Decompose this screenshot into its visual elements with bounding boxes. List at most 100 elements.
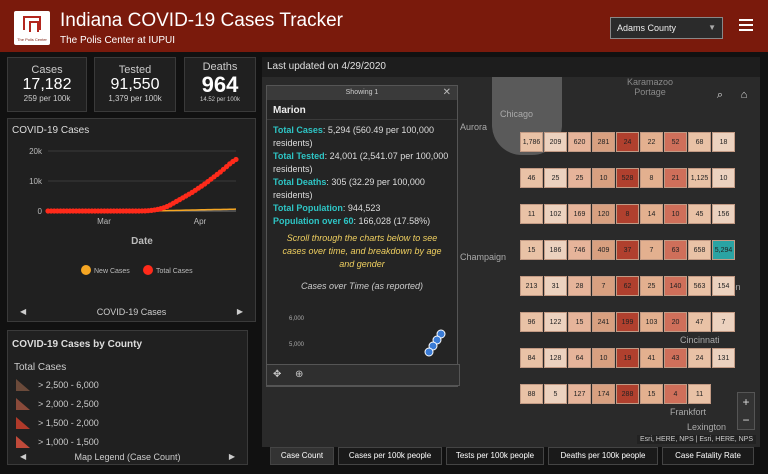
- county-cell[interactable]: 199: [616, 312, 639, 332]
- county-cell[interactable]: 62: [616, 276, 639, 296]
- county-cell[interactable]: 45: [688, 204, 711, 224]
- pager-prev-icon[interactable]: ◀: [20, 307, 27, 316]
- popup-detail-value: : 24,001 (2,541.07 per 100,000 residents…: [273, 151, 449, 174]
- county-cell[interactable]: 5,294: [712, 240, 735, 260]
- legend-swatch: [16, 398, 30, 410]
- county-select[interactable]: Adams County ▼: [610, 17, 723, 39]
- county-cell[interactable]: 186: [544, 240, 567, 260]
- legend-next-icon[interactable]: ▶: [228, 452, 235, 461]
- county-cell[interactable]: 409: [592, 240, 615, 260]
- county-cell[interactable]: 43: [664, 348, 687, 368]
- move-icon[interactable]: ✥: [273, 369, 282, 380]
- county-cell[interactable]: 14: [640, 204, 663, 224]
- county-cell[interactable]: 563: [688, 276, 711, 296]
- county-cell[interactable]: 10: [712, 168, 735, 188]
- zoom-out-button[interactable]: −: [742, 413, 750, 427]
- county-cell[interactable]: 88: [520, 384, 543, 404]
- county-select-value: Adams County: [617, 23, 677, 33]
- county-cell[interactable]: 25: [568, 168, 591, 188]
- chart-pager: ◀ COVID-19 Cases ▶: [8, 304, 255, 320]
- map-tab[interactable]: Cases per 100k people: [338, 447, 442, 465]
- county-cell[interactable]: 31: [544, 276, 567, 296]
- county-cell[interactable]: 37: [616, 240, 639, 260]
- pager-next-icon[interactable]: ▶: [236, 307, 243, 316]
- county-cell[interactable]: 84: [520, 348, 543, 368]
- county-cell[interactable]: 15: [568, 312, 591, 332]
- county-cell[interactable]: 18: [712, 132, 735, 152]
- cases-value: 17,182: [22, 76, 72, 93]
- zoom-to-icon[interactable]: ⊕: [295, 369, 304, 380]
- county-cell[interactable]: 103: [640, 312, 663, 332]
- county-cell[interactable]: 19: [616, 348, 639, 368]
- county-cell[interactable]: 10: [664, 204, 687, 224]
- map-tab[interactable]: Deaths per 100k people: [548, 447, 658, 465]
- county-cell[interactable]: 96: [520, 312, 543, 332]
- county-cell[interactable]: 120: [592, 204, 615, 224]
- county-cell[interactable]: 128: [544, 348, 567, 368]
- county-cell[interactable]: 7: [592, 276, 615, 296]
- menu-icon[interactable]: [739, 19, 753, 31]
- county-cell[interactable]: 658: [688, 240, 711, 260]
- county-cell[interactable]: 7: [640, 240, 663, 260]
- county-cell[interactable]: 64: [568, 348, 591, 368]
- county-cell[interactable]: 21: [664, 168, 687, 188]
- county-cell[interactable]: 1,125: [688, 168, 711, 188]
- county-cell[interactable]: 4: [664, 384, 687, 404]
- county-cell[interactable]: 169: [568, 204, 591, 224]
- popup-detail-line: Total Deaths: 305 (32.29 per 100,000 res…: [267, 176, 457, 202]
- county-cell[interactable]: 41: [640, 348, 663, 368]
- county-cell[interactable]: 25: [640, 276, 663, 296]
- county-cell[interactable]: 102: [544, 204, 567, 224]
- county-cell[interactable]: 209: [544, 132, 567, 152]
- legend-panel: COVID-19 Cases by County Total Cases > 2…: [7, 330, 248, 465]
- map-tab[interactable]: Case Count: [270, 447, 334, 465]
- county-cell[interactable]: 5: [544, 384, 567, 404]
- county-cell[interactable]: 154: [712, 276, 735, 296]
- county-cell[interactable]: 174: [592, 384, 615, 404]
- county-cell[interactable]: 1,786: [520, 132, 543, 152]
- county-cell[interactable]: 528: [616, 168, 639, 188]
- county-cell[interactable]: 122: [544, 312, 567, 332]
- home-icon[interactable]: ⌂: [740, 89, 748, 101]
- county-cell[interactable]: 241: [592, 312, 615, 332]
- county-cell[interactable]: 10: [592, 168, 615, 188]
- search-icon[interactable]: ⌕: [716, 89, 724, 101]
- county-cell[interactable]: 746: [568, 240, 591, 260]
- zoom-in-button[interactable]: +: [742, 395, 750, 409]
- county-cell[interactable]: 8: [640, 168, 663, 188]
- county-cell[interactable]: 156: [712, 204, 735, 224]
- county-cell[interactable]: 24: [688, 348, 711, 368]
- county-cell[interactable]: 620: [568, 132, 591, 152]
- popup-mini-chart: [424, 329, 446, 357]
- county-cell[interactable]: 15: [640, 384, 663, 404]
- county-cell[interactable]: 63: [664, 240, 687, 260]
- zoom-controls: + −: [737, 392, 755, 430]
- logo-mark: [23, 16, 41, 32]
- legend-prev-icon[interactable]: ◀: [20, 452, 27, 461]
- county-cell[interactable]: 25: [544, 168, 567, 188]
- county-cell[interactable]: 28: [568, 276, 591, 296]
- county-cell[interactable]: 52: [664, 132, 687, 152]
- county-cell[interactable]: 11: [520, 204, 543, 224]
- county-cell[interactable]: 68: [688, 132, 711, 152]
- county-cell[interactable]: 24: [616, 132, 639, 152]
- county-cell[interactable]: 15: [520, 240, 543, 260]
- map-tab[interactable]: Case Fatality Rate: [662, 447, 754, 465]
- county-cell[interactable]: 281: [592, 132, 615, 152]
- popup-detail-value: : 166,028 (17.58%): [353, 216, 431, 226]
- county-cell[interactable]: 213: [520, 276, 543, 296]
- county-cell[interactable]: 11: [688, 384, 711, 404]
- close-icon[interactable]: ✕: [442, 87, 451, 98]
- county-cell[interactable]: 10: [592, 348, 615, 368]
- county-cell[interactable]: 46: [520, 168, 543, 188]
- county-cell[interactable]: 131: [712, 348, 735, 368]
- county-cell[interactable]: 288: [616, 384, 639, 404]
- county-cell[interactable]: 22: [640, 132, 663, 152]
- county-cell[interactable]: 47: [688, 312, 711, 332]
- county-cell[interactable]: 127: [568, 384, 591, 404]
- county-cell[interactable]: 140: [664, 276, 687, 296]
- county-cell[interactable]: 7: [712, 312, 735, 332]
- county-cell[interactable]: 20: [664, 312, 687, 332]
- map-tab[interactable]: Tests per 100k people: [446, 447, 544, 465]
- county-cell[interactable]: 8: [616, 204, 639, 224]
